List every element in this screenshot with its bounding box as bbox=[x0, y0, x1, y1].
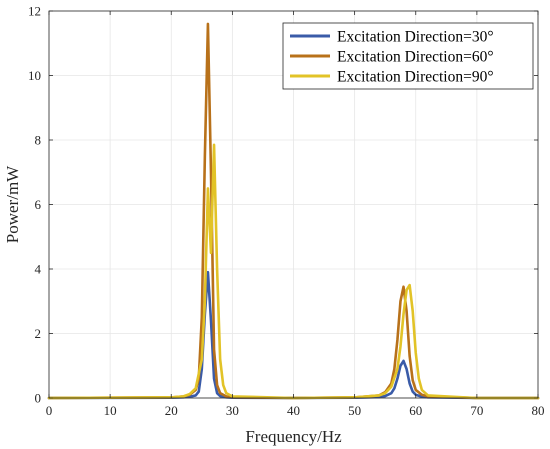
y-tick-label: 4 bbox=[35, 262, 42, 277]
y-tick-label: 8 bbox=[35, 133, 42, 148]
legend-label-1: Excitation Direction=30° bbox=[337, 29, 494, 46]
x-tick-label: 60 bbox=[409, 403, 422, 418]
y-axis-label: Power/mW bbox=[3, 165, 22, 243]
y-tick-label: 12 bbox=[28, 4, 41, 19]
x-tick-label: 80 bbox=[532, 403, 545, 418]
legend-label-3: Excitation Direction=90° bbox=[337, 69, 494, 86]
x-tick-label: 30 bbox=[226, 403, 239, 418]
axis-ticks: 0 10 20 30 40 50 60 70 80 0 2 4 6 8 10 12 bbox=[28, 4, 545, 419]
y-tick-label: 0 bbox=[35, 391, 42, 406]
x-tick-label: 40 bbox=[287, 403, 300, 418]
y-tick-label: 6 bbox=[35, 197, 42, 212]
y-tick-label: 10 bbox=[28, 68, 41, 83]
x-tick-label: 50 bbox=[348, 403, 361, 418]
legend-label-2: Excitation Direction=60° bbox=[337, 49, 494, 66]
x-tick-label: 10 bbox=[104, 403, 117, 418]
x-tick-label: 0 bbox=[46, 403, 53, 418]
y-tick-label: 2 bbox=[35, 326, 42, 341]
x-tick-label: 70 bbox=[470, 403, 483, 418]
x-tick-label: 20 bbox=[165, 403, 178, 418]
x-axis-label: Frequency/Hz bbox=[245, 427, 342, 446]
legend: Excitation Direction=30° Excitation Direc… bbox=[282, 22, 534, 90]
